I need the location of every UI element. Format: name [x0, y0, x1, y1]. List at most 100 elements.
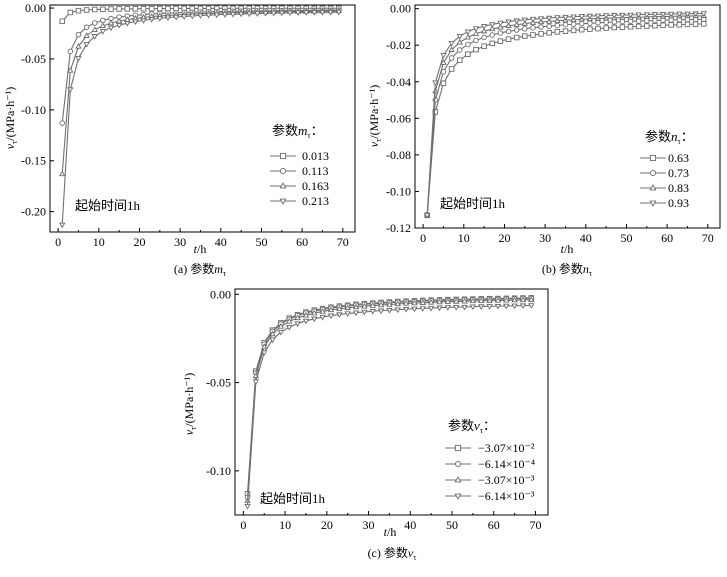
x-tick-label: 50: [620, 231, 632, 245]
legend-marker: [454, 444, 462, 452]
legend-item: 0.163: [270, 179, 329, 193]
data-point: [651, 12, 659, 18]
data-point: [419, 299, 426, 305]
data-point: [521, 17, 528, 24]
x-tick-label: 60: [488, 518, 500, 532]
legend-marker: [454, 460, 462, 468]
data-point: [436, 305, 443, 312]
legend-label: −6.14×10⁻³: [478, 489, 535, 503]
x-tick-label: 0: [420, 231, 426, 245]
data-point: [115, 17, 123, 24]
data-point: [644, 17, 650, 24]
data-point: [472, 26, 480, 33]
data-point: [100, 17, 106, 24]
data-point: [229, 11, 237, 18]
data-point: [205, 12, 212, 19]
data-point: [311, 10, 318, 16]
data-point: [481, 34, 487, 41]
data-point: [505, 28, 512, 35]
legend-marker: [279, 198, 287, 205]
start-time-annotation: 起始时间1h: [260, 491, 326, 506]
series-triangle-up: [244, 296, 535, 504]
legend-marker: [649, 169, 657, 177]
legend-item: 0.93: [640, 196, 689, 210]
data-point: [481, 43, 487, 49]
x-tick-label: 30: [363, 518, 375, 532]
data-point: [107, 25, 115, 32]
x-tick-label: 70: [702, 231, 714, 245]
data-point: [486, 297, 493, 303]
data-point: [530, 32, 536, 38]
legend-label: 0.213: [302, 194, 329, 208]
data-point: [652, 17, 658, 24]
data-point: [586, 13, 594, 20]
data-point: [602, 13, 610, 19]
data-point: [538, 31, 544, 37]
data-point: [497, 30, 504, 36]
x-tick-label: 20: [133, 235, 145, 249]
data-point: [513, 27, 520, 33]
data-point: [386, 301, 393, 307]
data-point: [278, 10, 285, 17]
data-point: [594, 13, 602, 20]
chart-panel-b: 0 10 20 30 40 50 60 70 0.00 -0.02 -0.04 -0.06 -0.08 -…: [367, 2, 721, 278]
data-point: [595, 25, 601, 32]
data-point: [461, 297, 468, 304]
data-point: [652, 22, 658, 29]
legend: 参数ντ： −3.07×10⁻² −6.14×10⁻⁴ −3.07×10⁻³ −6.14…: [445, 418, 535, 503]
data-point: [522, 33, 528, 39]
data-point: [473, 37, 479, 44]
series-line: [61, 11, 339, 225]
data-point: [546, 15, 553, 22]
data-point: [464, 33, 472, 40]
legend-item: 0.63: [640, 151, 689, 165]
data-point: [522, 26, 528, 32]
legend-label: 0.83: [668, 181, 689, 195]
data-point: [427, 298, 435, 305]
data-point: [83, 24, 90, 30]
data-point: [469, 304, 477, 311]
data-point: [537, 16, 545, 22]
legend-marker: [454, 476, 462, 483]
data-point: [411, 306, 418, 313]
data-point: [465, 41, 471, 48]
x-axis-label: t/h: [561, 242, 574, 256]
data-point: [456, 47, 463, 53]
legend-label: 0.73: [668, 166, 689, 180]
start-time-annotation: 起始时间1h: [75, 198, 141, 213]
data-point: [336, 305, 343, 312]
data-point: [132, 6, 139, 12]
data-point: [452, 305, 460, 311]
data-point: [286, 10, 294, 17]
data-point: [456, 57, 463, 63]
legend-label: 0.93: [668, 196, 689, 210]
data-point: [75, 7, 82, 14]
data-point: [335, 9, 342, 16]
legend-marker: [649, 200, 657, 207]
data-point: [369, 309, 376, 315]
data-point: [480, 27, 488, 34]
data-point: [67, 9, 74, 16]
data-point: [99, 22, 107, 29]
data-point: [528, 296, 535, 302]
data-point: [270, 10, 277, 17]
legend-item: −6.14×10⁻³: [445, 489, 535, 503]
legend-label: −3.07×10⁻²: [478, 441, 535, 455]
data-point: [303, 10, 310, 16]
data-point: [497, 23, 504, 30]
data-point: [700, 21, 707, 27]
data-point: [603, 19, 609, 26]
plot-frame: [234, 288, 549, 516]
chart-panel-a: 0 10 20 30 40 50 60 70 0.00 -0.05 -0.10 -0.15 -0.20 v…: [3, 1, 356, 278]
x-tick-label: 0: [240, 518, 246, 532]
data-point: [554, 22, 561, 29]
data-point: [469, 297, 477, 304]
data-point: [595, 19, 601, 26]
data-point: [627, 24, 634, 30]
legend-item: −3.07×10⁻²: [445, 441, 535, 455]
data-point: [91, 34, 98, 40]
data-point: [659, 11, 667, 18]
data-point: [448, 66, 455, 72]
data-point: [107, 19, 115, 26]
